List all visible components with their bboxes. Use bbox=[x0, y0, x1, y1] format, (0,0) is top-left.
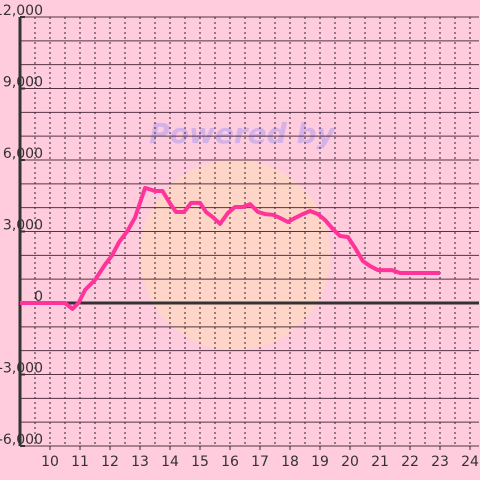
watermark: Powered by bbox=[149, 117, 336, 150]
x-tick-label: 17 bbox=[251, 454, 269, 470]
y-tick-label: 6,000 bbox=[3, 146, 43, 162]
y-tick-label: 0 bbox=[34, 289, 43, 305]
x-tick-label: 10 bbox=[41, 454, 59, 470]
x-tick-label: 13 bbox=[131, 454, 149, 470]
y-tick-label: -3,000 bbox=[0, 361, 43, 377]
x-tick-label: 18 bbox=[281, 454, 299, 470]
x-tick-label: 24 bbox=[461, 454, 479, 470]
y-tick-label: 3,000 bbox=[3, 218, 43, 234]
y-tick-label: -6,000 bbox=[0, 432, 43, 448]
x-tick-label: 22 bbox=[401, 454, 419, 470]
x-tick-label: 16 bbox=[221, 454, 239, 470]
x-tick-label: 19 bbox=[311, 454, 329, 470]
data-line bbox=[20, 185, 440, 311]
x-tick-label: 21 bbox=[371, 454, 389, 470]
y-tick-label: 9,000 bbox=[3, 75, 43, 91]
x-tick-label: 12 bbox=[101, 454, 119, 470]
x-tick-label: 20 bbox=[341, 454, 359, 470]
y-tick-label: 12,000 bbox=[0, 3, 43, 19]
x-tick-label: 23 bbox=[431, 454, 449, 470]
x-tick-label: 14 bbox=[161, 454, 179, 470]
x-tick-label: 15 bbox=[191, 454, 209, 470]
x-tick-label: 11 bbox=[71, 454, 89, 470]
